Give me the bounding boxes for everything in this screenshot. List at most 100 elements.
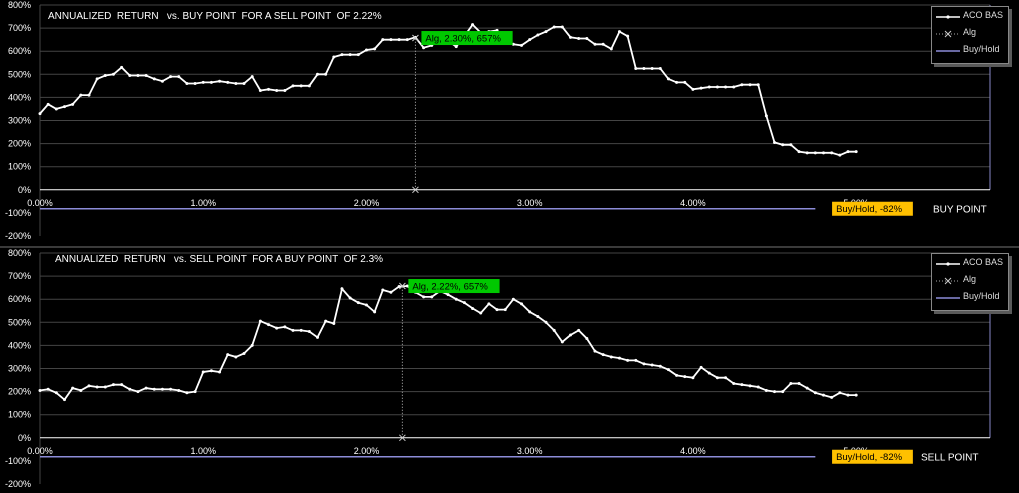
data-point — [805, 151, 809, 155]
data-point — [136, 390, 140, 394]
x-tick-label: 0.00% — [27, 446, 53, 456]
data-point — [773, 140, 777, 144]
data-point — [658, 364, 662, 368]
data-point — [854, 393, 858, 397]
data-point — [471, 23, 475, 27]
data-point — [846, 393, 850, 397]
data-point — [242, 82, 246, 86]
data-point — [291, 328, 295, 332]
bottom-chart-svg: -200% -100% 0% 100% 200% 300% 400% 500% 600% 700%… — [5, 248, 991, 489]
data-point — [740, 383, 744, 387]
data-point — [250, 343, 254, 347]
data-point — [691, 87, 695, 91]
data-point — [528, 38, 532, 42]
data-point — [495, 308, 499, 312]
data-point — [193, 82, 197, 86]
data-point — [830, 395, 834, 399]
data-point — [87, 384, 91, 388]
y-tick-label: 700% — [8, 271, 31, 281]
data-point — [454, 45, 458, 49]
x-axis-label: SELL POINT — [921, 453, 978, 464]
data-point — [675, 80, 679, 84]
data-point — [577, 36, 581, 40]
data-point — [242, 351, 246, 355]
data-point — [601, 42, 605, 46]
data-point — [626, 34, 630, 38]
alg-marker — [412, 34, 419, 42]
data-point — [585, 36, 589, 40]
data-point — [201, 80, 205, 84]
data-point — [177, 75, 181, 79]
y-tick-label: 200% — [8, 139, 31, 149]
data-point — [193, 390, 197, 394]
data-point — [299, 84, 303, 88]
data-point — [715, 85, 719, 89]
data-point — [568, 333, 572, 337]
data-point — [38, 112, 42, 116]
x-tick-label: 4.00% — [680, 446, 706, 456]
data-point — [111, 72, 115, 76]
data-point — [152, 387, 156, 391]
legend-item-aco-bas: ACO BAS — [936, 256, 1008, 272]
data-point — [389, 290, 393, 294]
data-point — [250, 75, 254, 79]
data-point — [275, 88, 279, 92]
data-point — [650, 67, 654, 71]
data-point — [479, 311, 483, 315]
data-point — [666, 77, 670, 81]
data-point — [699, 365, 703, 369]
data-point — [218, 79, 222, 83]
data-point — [307, 84, 311, 88]
data-point — [283, 88, 287, 92]
data-point — [813, 151, 817, 155]
data-point — [585, 336, 589, 340]
data-point — [503, 308, 507, 312]
data-point — [536, 315, 540, 319]
data-point — [471, 306, 475, 310]
data-point — [209, 80, 213, 84]
top-chart-panel: -200% -100% 0% 100% 200% 300% 400% 500% 600% 700%… — [0, 0, 1019, 246]
data-point — [169, 75, 173, 79]
x-tick-label: 3.00% — [517, 198, 543, 208]
data-point — [666, 368, 670, 372]
data-point — [275, 326, 279, 330]
data-point — [299, 328, 303, 332]
alg-marker — [399, 282, 406, 290]
data-point — [185, 391, 189, 395]
data-point — [715, 376, 719, 380]
data-point — [111, 383, 115, 387]
data-point — [650, 363, 654, 367]
data-point — [446, 293, 450, 297]
data-point — [381, 288, 385, 292]
data-point — [617, 30, 621, 34]
data-point — [267, 323, 271, 327]
data-point — [732, 382, 736, 386]
data-point — [103, 73, 107, 77]
data-point — [724, 376, 728, 380]
data-point — [552, 328, 556, 332]
legend-item-buy-hold: Buy/Hold — [936, 43, 1008, 59]
data-point — [822, 151, 826, 155]
data-point — [218, 370, 222, 374]
y-tick-label: -200% — [5, 231, 31, 241]
data-point — [120, 65, 124, 69]
data-point — [324, 72, 328, 76]
data-point — [764, 114, 768, 118]
data-point — [291, 84, 295, 88]
data-point — [234, 355, 238, 359]
data-point — [38, 388, 42, 392]
data-point — [46, 102, 50, 106]
data-point — [54, 391, 58, 395]
data-point — [389, 38, 393, 42]
data-point — [773, 390, 777, 394]
data-point — [340, 53, 344, 57]
y-tick-label: 400% — [8, 92, 31, 102]
data-point — [201, 370, 205, 374]
legend-label: Buy/Hold — [963, 291, 1000, 301]
x-tick-label: 3.00% — [517, 446, 543, 456]
data-point — [487, 302, 491, 306]
legend-item-aco-bas: ACO BAS — [936, 9, 1008, 25]
alg-label: Alg, 2.30%, 657% — [425, 34, 501, 45]
data-point — [430, 295, 434, 299]
x-tick-label: 2.00% — [354, 198, 380, 208]
